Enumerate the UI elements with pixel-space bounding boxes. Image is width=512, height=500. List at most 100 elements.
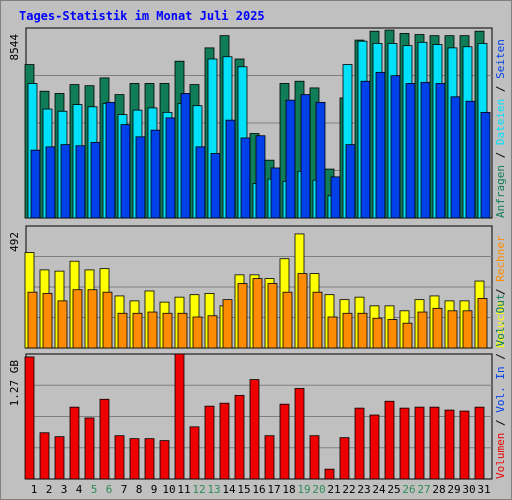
- x-tick-label-day-15: 15: [237, 483, 250, 496]
- bar-seiten-day-16: [255, 135, 266, 219]
- x-tick-label-day-31: 31: [477, 483, 490, 496]
- panel-top-scale-label: 8544: [8, 34, 21, 61]
- bar-rechner-day-undefined: [147, 311, 158, 349]
- bar-seiten-day-18: [285, 99, 296, 219]
- bar-rechner-day-undefined: [342, 312, 353, 349]
- bar-volumen-day-undefined: [279, 403, 290, 480]
- x-tick-label-day-23: 23: [357, 483, 370, 496]
- bar-seiten-day-14: [225, 119, 236, 219]
- chart-title: Tages-Statistik im Monat Juli 2025: [19, 9, 265, 23]
- bar-volumen-day-undefined: [384, 400, 395, 480]
- bar-rechner-day-undefined: [282, 291, 293, 349]
- legend-entry-vol-in: Vol. In: [494, 366, 507, 412]
- bar-seiten-day-21: [330, 176, 341, 219]
- x-tick-label-day-22: 22: [342, 483, 355, 496]
- x-tick-label-day-20: 20: [312, 483, 325, 496]
- legend-entry-besuche: Besuche: [494, 302, 507, 348]
- bar-volumen-day-undefined: [264, 435, 275, 480]
- bar-rechner-day-undefined: [27, 291, 38, 349]
- panel-middle-scale-label: 492: [8, 232, 21, 252]
- bar-seiten-day-7: [120, 124, 131, 219]
- bar-volumen-day-undefined: [189, 426, 200, 480]
- bar-seiten-day-26: [405, 83, 416, 219]
- bar-rechner-day-undefined: [207, 315, 218, 349]
- bar-rechner-day-undefined: [117, 312, 128, 349]
- x-tick-label-day-5: 5: [91, 483, 98, 496]
- bar-volumen-day-undefined: [339, 437, 350, 480]
- bar-rechner-day-undefined: [432, 307, 443, 349]
- x-tick-label-day-24: 24: [372, 483, 386, 496]
- x-tick-label-day-19: 19: [297, 483, 310, 496]
- bar-seiten-day-15: [240, 137, 251, 219]
- legend-entry-anfragen: Anfragen: [494, 165, 507, 218]
- x-tick-label-day-30: 30: [462, 483, 475, 496]
- bar-rechner-day-undefined: [192, 316, 203, 349]
- bar-volumen-day-undefined: [24, 356, 35, 480]
- bar-seiten-day-2: [45, 146, 56, 219]
- bar-rechner-day-undefined: [177, 312, 188, 349]
- bar-seiten-day-10: [165, 117, 176, 219]
- bar-rechner-day-undefined: [312, 291, 323, 349]
- bar-seiten-day-24: [375, 71, 386, 219]
- bar-rechner-day-undefined: [462, 310, 473, 349]
- legend-separator: /: [494, 79, 507, 99]
- legend-separator: /: [494, 282, 507, 302]
- bar-volumen-day-undefined: [294, 388, 305, 480]
- bar-seiten-day-31: [480, 111, 491, 219]
- x-tick-label-day-1: 1: [31, 483, 38, 496]
- bar-rechner-day-undefined: [42, 293, 53, 349]
- bar-rechner-day-undefined: [162, 312, 173, 349]
- bar-volumen-day-undefined: [99, 398, 110, 480]
- panel-bottom: 1.27 GB Volumen / Vol. In / Vol. Out: [8, 294, 507, 480]
- bar-volumen-day-undefined: [219, 402, 230, 480]
- bar-volumen-day-undefined: [444, 409, 455, 480]
- bar-seiten-day-3: [60, 144, 71, 219]
- bar-volumen-day-undefined: [354, 407, 365, 480]
- bar-seiten-day-4: [75, 145, 86, 219]
- x-tick-label-day-14: 14: [222, 483, 236, 496]
- bar-rechner-day-undefined: [252, 278, 263, 349]
- x-tick-label-day-8: 8: [136, 483, 143, 496]
- legend-entry-dateien: Dateien: [494, 99, 507, 145]
- panel-bottom-scale-label: 1.27 GB: [8, 360, 21, 407]
- bar-volumen-day-undefined: [84, 417, 95, 480]
- bar-volumen-day-undefined: [39, 432, 50, 480]
- bar-volumen-day-undefined: [399, 407, 410, 480]
- legend-entry-vol-out: Vol. Out: [494, 294, 507, 347]
- bar-rechner-day-undefined: [57, 300, 68, 349]
- legend-separator: /: [494, 145, 507, 165]
- bar-seiten-day-12: [195, 146, 206, 219]
- panel-top-legend: Anfragen / Dateien / Seiten: [494, 39, 507, 218]
- bar-rechner-day-undefined: [267, 283, 278, 349]
- bar-rechner-day-undefined: [447, 310, 458, 349]
- bar-seiten-day-13: [210, 153, 221, 219]
- bar-seiten-day-23: [360, 80, 371, 219]
- bar-seiten-day-22: [345, 144, 356, 219]
- bar-seiten-day-27: [420, 81, 431, 219]
- bar-seiten-day-8: [135, 136, 146, 219]
- bar-rechner-day-undefined: [297, 273, 308, 349]
- legend-separator: /: [494, 347, 507, 367]
- bar-seiten-day-1: [30, 149, 41, 219]
- bar-rechner-day-undefined: [402, 322, 413, 349]
- bar-seiten-day-29: [450, 96, 461, 219]
- bar-rechner-day-undefined: [102, 291, 113, 349]
- legend-entry-seiten: Seiten: [494, 39, 507, 79]
- bar-volumen-day-undefined: [204, 405, 215, 480]
- x-tick-label-day-13: 13: [207, 483, 220, 496]
- bar-rechner-day-undefined: [72, 289, 83, 349]
- bar-volumen-day-undefined: [69, 406, 80, 480]
- x-tick-label-day-10: 10: [162, 483, 175, 496]
- panel-top: 8544 Anfragen / Dateien / Seiten: [8, 27, 507, 219]
- x-tick-label-day-28: 28: [432, 483, 445, 496]
- panel-middle: 492 Besuche / Rechner: [8, 225, 507, 349]
- bar-seiten-day-19: [300, 94, 311, 219]
- x-tick-label-day-26: 26: [402, 483, 415, 496]
- x-tick-label-day-11: 11: [177, 483, 190, 496]
- bar-rechner-day-undefined: [387, 319, 398, 349]
- bar-rechner-day-undefined: [417, 311, 428, 349]
- x-tick-label-day-17: 17: [267, 483, 280, 496]
- bar-volumen-day-undefined: [459, 410, 470, 480]
- bar-volumen-day-undefined: [174, 353, 185, 480]
- x-tick-label-day-6: 6: [106, 483, 113, 496]
